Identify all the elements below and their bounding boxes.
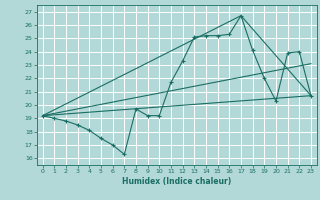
X-axis label: Humidex (Indice chaleur): Humidex (Indice chaleur) [122, 177, 231, 186]
